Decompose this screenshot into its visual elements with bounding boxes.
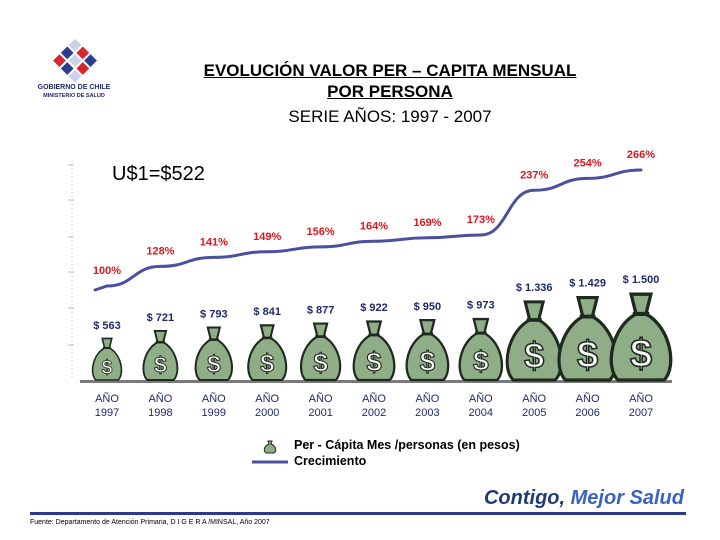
category-label-year: 2006 [575,407,599,419]
value-label: $ 973 [467,300,495,312]
money-bag-body [299,322,342,382]
money-bag-body [142,330,179,381]
money-bag-symbol: $ [260,350,274,378]
money-bag-body [247,324,288,382]
category-label-year: 1999 [202,407,226,419]
money-bag: $ [405,318,450,382]
slogan-part-1: Contigo, [483,487,566,509]
category-label-year: 1997 [95,407,119,419]
money-bag: $ [91,337,123,381]
money-bag: $ [352,320,396,382]
category-label-prefix: AÑO [95,392,119,405]
money-bag-symbol: $ [207,351,221,378]
category-label-year: 2007 [629,407,653,419]
money-bag-symbol: $ [577,334,598,376]
money-bag-body [609,292,673,382]
money-bag-symbol: $ [154,352,167,377]
value-label: $ 877 [307,304,335,316]
value-label: $ 563 [93,320,121,332]
money-bag-body [405,318,450,382]
money-bag-body [91,337,123,381]
legend-label-per-capita: Per - Cápita Mes /personas (en pesos) [294,438,520,452]
money-bag: $ [142,330,179,381]
value-label: $ 1.500 [623,274,660,286]
slogan-part-2: Mejor Salud [570,487,684,509]
title-line-2: POR PERSONA [327,82,453,101]
x-axis-baseline [80,380,672,383]
category-label-prefix: AÑO [576,392,600,405]
growth-label: 156% [307,226,335,238]
growth-label: 100% [93,265,121,277]
category-label-year: 2001 [308,407,332,419]
money-bag-symbol: $ [366,347,381,377]
growth-label: 254% [574,157,602,169]
line-legend-icon [252,460,288,464]
money-bag-body [194,326,233,382]
money-bag-symbol: $ [473,346,489,377]
category-label-year: 1998 [148,407,172,419]
value-label: $ 1.336 [516,282,553,294]
value-label: $ 1.429 [569,277,606,289]
category-label-prefix: AÑO [309,392,333,405]
category-label-prefix: AÑO [362,392,386,405]
money-bag-body [557,295,618,382]
money-bag-body [505,300,563,382]
chart-subtitle: SERIE AÑOS: 1997 - 2007 [288,107,492,126]
growth-label: 169% [413,217,441,229]
money-bag: $ [247,324,288,382]
slogan: Contigo, Mejor Salud [484,487,684,510]
money-bag: $ [458,317,504,382]
growth-label: 237% [520,169,548,181]
money-bag: $ [299,322,342,382]
category-label-prefix: AÑO [629,392,653,405]
growth-label: 266% [627,149,655,161]
category-label-year: 2005 [522,407,546,419]
category-label-prefix: AÑO [469,392,493,405]
money-bag-symbol: $ [313,347,328,377]
category-label-year: 2003 [415,407,439,419]
growth-label: 141% [200,236,228,248]
exchange-rate-note: U$1=$522 [112,163,205,185]
money-bag-symbol: $ [102,358,113,379]
money-bag-symbol: $ [630,332,652,376]
growth-label: 128% [146,245,174,257]
category-label-year: 2000 [255,407,279,419]
category-label-prefix: AÑO [522,392,546,405]
category-label-year: 2002 [362,407,386,419]
money-bag-body [352,320,396,382]
category-label-year: 2004 [469,407,493,419]
money-bag-symbol: $ [524,335,544,376]
gobierno-de-chile-logo [51,37,99,85]
money-bag-symbol: $ [420,346,435,377]
value-label: $ 922 [360,302,388,314]
money-bag: $ [609,292,673,382]
category-label-prefix: AÑO [148,392,172,405]
money-bag: $ [557,295,618,382]
logo-line2: MINISTERIO DE SALUD [43,93,105,99]
growth-line [93,168,643,292]
growth-label: 173% [467,214,495,226]
chart-title: EVOLUCIÓN VALOR PER – CAPITA MENSUAL POR… [130,60,650,102]
value-label: $ 721 [147,312,175,324]
value-label: $ 950 [414,301,442,313]
title-line-1: EVOLUCIÓN VALOR PER – CAPITA MENSUAL [203,61,577,80]
category-label-prefix: AÑO [202,392,226,405]
money-bag: $ [505,300,563,382]
growth-label: 164% [360,220,388,232]
logo-line1: GOBIERNO DE CHILE [37,84,111,91]
money-bag: $ [194,326,233,382]
legend-label-growth: Crecimiento [294,454,367,468]
category-label-prefix: AÑO [415,392,439,405]
money-bag-body [458,317,504,382]
category-label-prefix: AÑO [255,392,279,405]
value-label: $ 793 [200,309,228,321]
value-label: $ 841 [253,306,281,318]
footer-divider [30,512,686,515]
logo-caption: GOBIERNO DE CHILE MINISTERIO DE SALUD [28,84,120,100]
source-note: Fuente: Departamento de Atención Primari… [30,519,270,526]
money-bag-icon [263,440,277,454]
growth-label: 149% [253,231,281,243]
